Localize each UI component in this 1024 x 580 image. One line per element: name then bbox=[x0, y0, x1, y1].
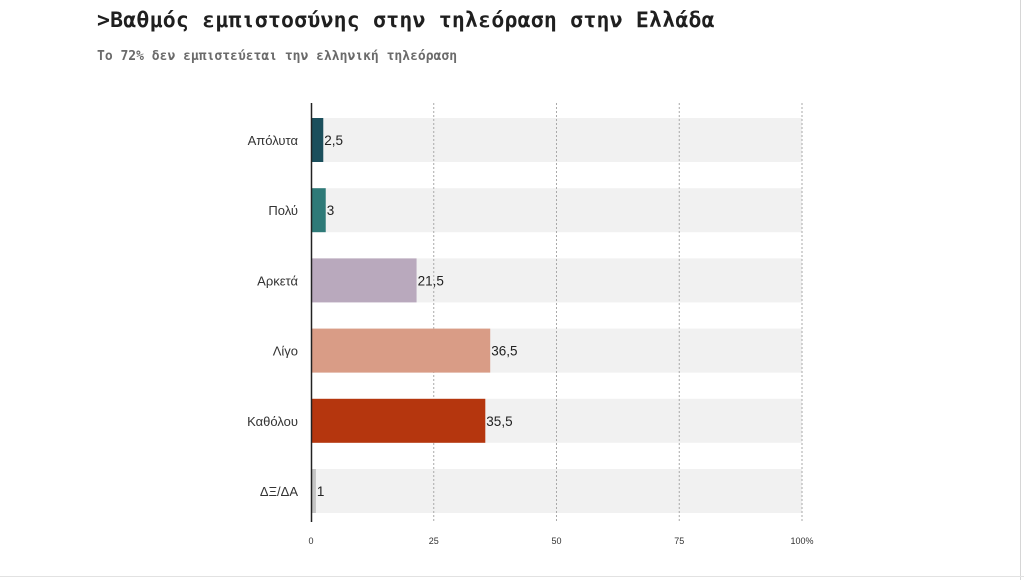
chart-subtitle: Το 72% δεν εμπιστεύεται την ελληνική τηλ… bbox=[97, 49, 458, 64]
category-label: Απόλυτα bbox=[248, 133, 299, 148]
x-tick-label: 25 bbox=[429, 536, 439, 546]
value-label: 21,5 bbox=[418, 273, 444, 288]
bar bbox=[311, 398, 486, 443]
bar bbox=[311, 188, 326, 233]
value-label: 36,5 bbox=[491, 344, 517, 359]
value-label: 2,5 bbox=[324, 133, 343, 148]
x-tick-label: 0 bbox=[308, 536, 313, 546]
page-border-bottom bbox=[0, 576, 1024, 577]
x-tick-label: 50 bbox=[551, 536, 561, 546]
bar bbox=[311, 258, 417, 303]
x-tick-label: 75 bbox=[674, 536, 684, 546]
page-border-right bbox=[1020, 0, 1021, 580]
chart-title: >Βαθμός εμπιστοσύνης στην τηλεόραση στην… bbox=[97, 8, 715, 33]
value-label: 35,5 bbox=[486, 414, 512, 429]
value-label: 1 bbox=[317, 484, 325, 499]
category-label: ΔΞ/ΔΑ bbox=[260, 484, 298, 499]
category-label: Πολύ bbox=[268, 203, 298, 218]
value-label: 3 bbox=[327, 203, 335, 218]
category-label: Καθόλου bbox=[247, 414, 298, 429]
bar-track bbox=[311, 188, 802, 233]
bar bbox=[311, 469, 316, 513]
x-tick-label: 100% bbox=[790, 536, 813, 546]
category-label: Λίγο bbox=[273, 344, 298, 359]
bar bbox=[311, 328, 491, 373]
bar bbox=[311, 118, 324, 162]
category-label: Αρκετά bbox=[257, 273, 298, 288]
